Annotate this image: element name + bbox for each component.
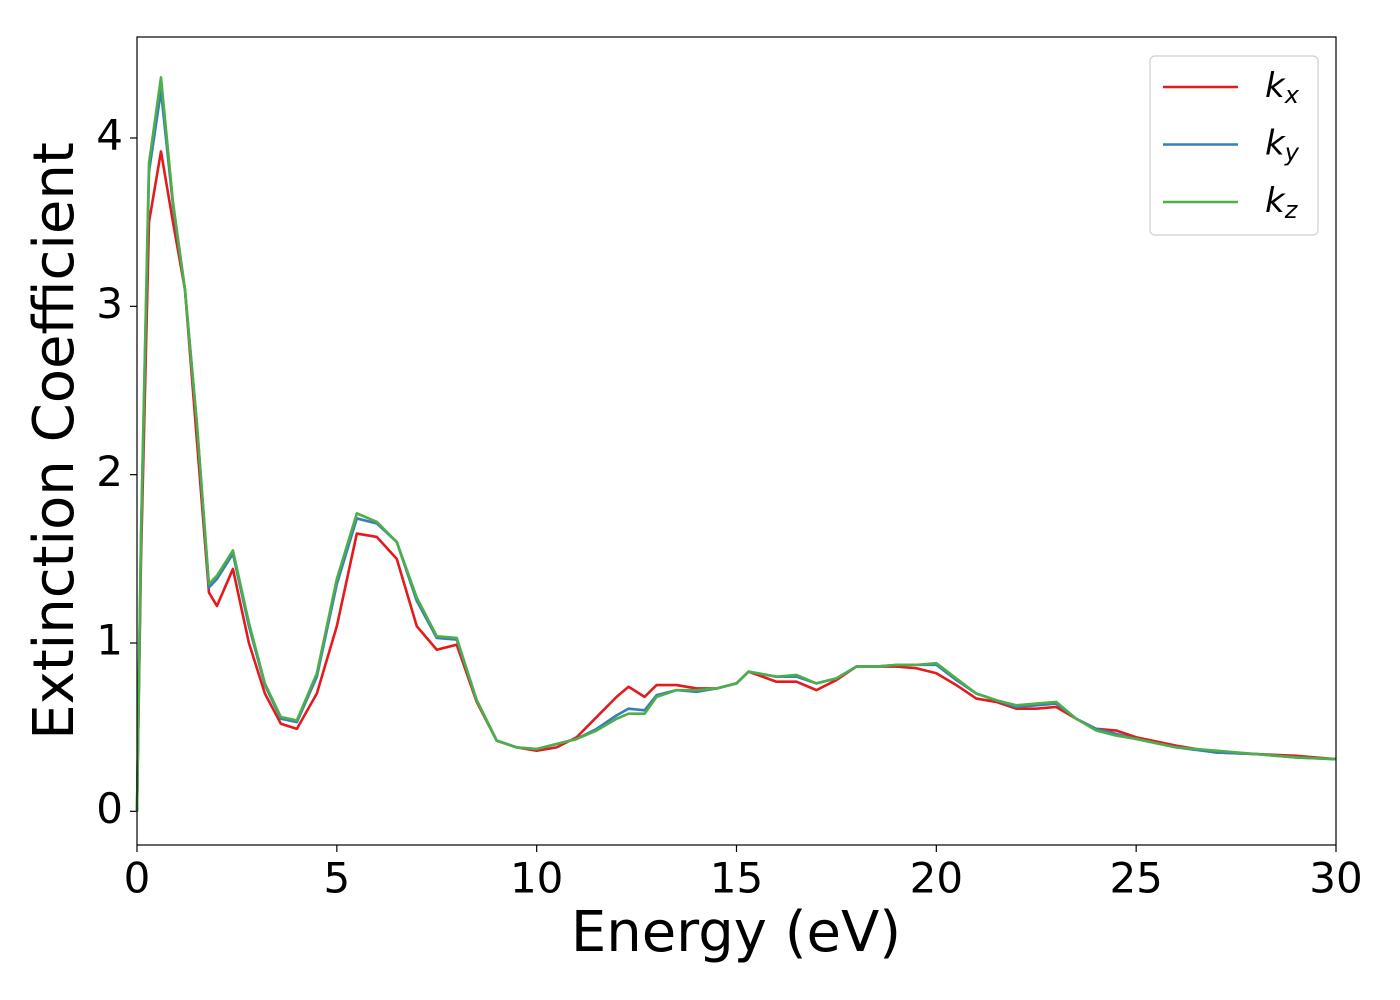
y-tick-label: 1 [96, 616, 123, 665]
x-tick-label: 0 [124, 854, 151, 903]
y-axis-label: Extinction Coefficient [22, 142, 87, 740]
y-tick-label: 2 [96, 447, 123, 496]
x-axis-label: Energy (eV) [571, 900, 901, 965]
legend-label: ky [1265, 123, 1300, 167]
y-tick-label: 0 [96, 784, 123, 833]
x-tick-label: 20 [910, 854, 963, 903]
data-line [135, 76, 1337, 812]
data-line [135, 150, 1337, 812]
legend-label: kx [1265, 66, 1300, 110]
x-tick-label: 5 [323, 854, 350, 903]
y-tick-label: 4 [96, 111, 123, 160]
x-tick-label: 10 [510, 854, 563, 903]
x-tick-label: 30 [1309, 854, 1362, 903]
x-tick-label: 15 [710, 854, 763, 903]
legend-label: kz [1265, 181, 1299, 225]
x-tick-label: 25 [1109, 854, 1162, 903]
y-tick-label: 3 [96, 279, 123, 328]
plot-frame [136, 36, 1337, 846]
